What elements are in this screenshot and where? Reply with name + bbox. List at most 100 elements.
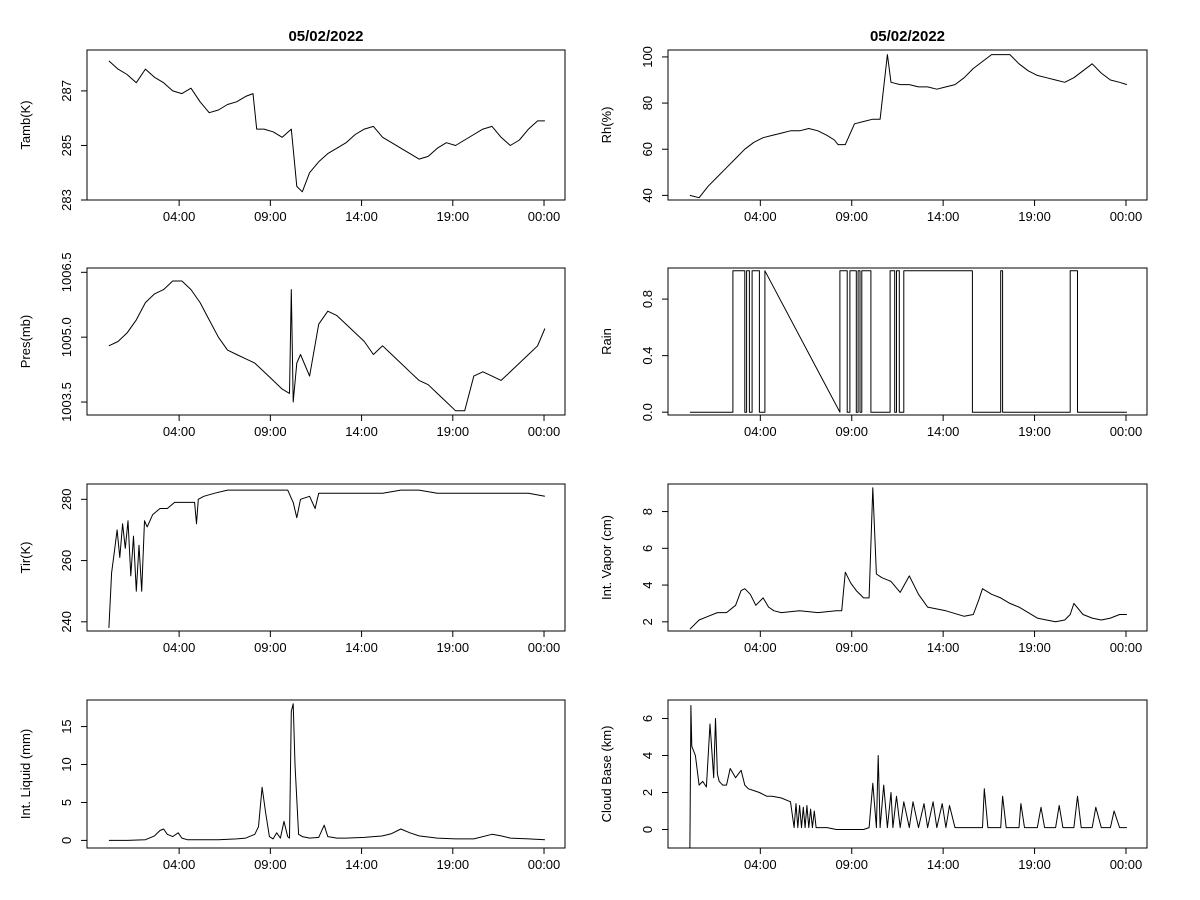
series-line — [689, 270, 1127, 413]
x-tick-label: 14:00 — [927, 424, 960, 439]
x-tick-label: 19:00 — [1018, 857, 1051, 872]
y-tick-label: 100 — [640, 46, 655, 68]
x-tick-label: 19:00 — [1018, 209, 1051, 224]
x-tick-label: 19:00 — [437, 857, 470, 872]
y-tick-label: 1005.0 — [59, 317, 74, 357]
x-tick-label: 09:00 — [835, 857, 868, 872]
y-tick-label: 15 — [59, 719, 74, 733]
x-tick-label: 14:00 — [927, 640, 960, 655]
y-tick-label: 6 — [640, 545, 655, 552]
plot-frame — [86, 699, 566, 849]
plot-frame — [667, 483, 1148, 632]
y-tick-label: 8 — [640, 508, 655, 515]
x-tick-label: 19:00 — [437, 209, 470, 224]
y-tick-label: 0.8 — [640, 290, 655, 308]
y-tick-label: 5 — [59, 799, 74, 806]
chart-panel-2: 05/02/2022 Rh(%) 04:00 09:00 14:00 19:00 00:00… — [599, 28, 1148, 224]
x-tick-label: 04:00 — [744, 640, 777, 655]
y-axis-label: Tamb(K) — [18, 100, 33, 149]
x-tick-label: 14:00 — [345, 640, 378, 655]
x-tick-label: 14:00 — [927, 209, 960, 224]
chart-panel-1: 05/02/2022 Tamb(K) 04:00 09:00 14:00 19:00 00:… — [18, 28, 566, 224]
y-tick-label: 1003.5 — [59, 382, 74, 422]
x-tick-label: 09:00 — [835, 424, 868, 439]
x-tick-label: 04:00 — [744, 424, 777, 439]
series-line — [689, 705, 1127, 849]
y-axis-label: Rh(%) — [599, 107, 614, 144]
x-tick-label: 00:00 — [528, 857, 561, 872]
x-tick-label: 00:00 — [1110, 857, 1143, 872]
y-tick-label: 0.0 — [640, 403, 655, 421]
y-tick-label: 283 — [59, 189, 74, 211]
x-tick-label: 04:00 — [744, 857, 777, 872]
x-tick-label: 09:00 — [835, 209, 868, 224]
chart-title: 05/02/2022 — [870, 28, 945, 45]
y-tick-label: 0 — [59, 837, 74, 844]
y-tick-label: 285 — [59, 135, 74, 157]
chart-panel-8: Cloud Base (km) 04:00 09:00 14:00 19:00 00:00… — [599, 699, 1148, 872]
series-line — [689, 54, 1128, 199]
x-tick-label: 04:00 — [163, 857, 196, 872]
x-tick-label: 04:00 — [744, 209, 777, 224]
x-tick-label: 00:00 — [1110, 424, 1143, 439]
x-tick-label: 19:00 — [1018, 640, 1051, 655]
y-tick-label: 2 — [640, 618, 655, 625]
x-tick-label: 19:00 — [437, 424, 470, 439]
y-axis-label: Rain — [599, 328, 614, 355]
x-tick-label: 14:00 — [345, 424, 378, 439]
y-tick-label: 260 — [59, 550, 74, 572]
y-tick-label: 2 — [640, 789, 655, 796]
series-line — [689, 487, 1127, 630]
plot-frame — [86, 267, 566, 416]
x-tick-label: 09:00 — [254, 857, 287, 872]
x-tick-label: 09:00 — [254, 209, 287, 224]
y-tick-label: 6 — [640, 715, 655, 722]
x-tick-label: 00:00 — [528, 424, 561, 439]
x-tick-label: 14:00 — [345, 857, 378, 872]
series-line — [108, 489, 545, 628]
plot-frame — [86, 483, 566, 632]
y-tick-label: 0.4 — [640, 347, 655, 365]
y-tick-label: 4 — [640, 581, 655, 588]
y-axis-label: Int. Vapor (cm) — [599, 515, 614, 600]
series-line — [108, 60, 545, 193]
y-tick-label: 280 — [59, 488, 74, 510]
chart-panel-4: Rain 04:00 09:00 14:00 19:00 00:00 0.0 0.4 0.8 — [599, 267, 1148, 439]
chart-panel-3: Pres(mb) 04:00 09:00 14:00 19:00 00:00 1003.5 1… — [18, 252, 566, 439]
series-line — [108, 703, 545, 841]
x-tick-label: 14:00 — [345, 209, 378, 224]
series-line — [108, 280, 546, 412]
plot-frame — [667, 49, 1148, 201]
y-axis-label: Cloud Base (km) — [599, 726, 614, 823]
x-tick-label: 19:00 — [437, 640, 470, 655]
y-axis-label: Pres(mb) — [18, 315, 33, 368]
x-tick-label: 14:00 — [927, 857, 960, 872]
x-tick-label: 00:00 — [528, 209, 561, 224]
chart-panel-7: Int. Liquid (mm) 04:00 09:00 14:00 19:00 00:0… — [18, 699, 566, 872]
x-tick-label: 04:00 — [163, 209, 196, 224]
chart-title: 05/02/2022 — [288, 28, 363, 45]
chart-panel-5: Tir(K) 04:00 09:00 14:00 19:00 00:00 240 260 280 — [18, 483, 566, 655]
y-tick-label: 240 — [59, 611, 74, 633]
x-tick-label: 04:00 — [163, 424, 196, 439]
x-tick-label: 00:00 — [528, 640, 561, 655]
x-tick-label: 00:00 — [1110, 640, 1143, 655]
x-tick-label: 19:00 — [1018, 424, 1051, 439]
y-tick-label: 40 — [640, 188, 655, 202]
y-tick-label: 60 — [640, 142, 655, 156]
y-tick-label: 287 — [59, 80, 74, 102]
y-tick-label: 10 — [59, 757, 74, 771]
y-tick-label: 4 — [640, 752, 655, 759]
plot-frame — [667, 699, 1148, 849]
x-tick-label: 09:00 — [254, 424, 287, 439]
y-axis-label: Tir(K) — [18, 541, 33, 573]
x-tick-label: 09:00 — [835, 640, 868, 655]
y-tick-label: 1006.5 — [59, 252, 74, 292]
y-axis-label: Int. Liquid (mm) — [18, 729, 33, 819]
y-tick-label: 80 — [640, 96, 655, 110]
plot-frame — [86, 49, 566, 201]
y-tick-label: 0 — [640, 826, 655, 833]
plot-frame — [667, 267, 1148, 416]
x-tick-label: 09:00 — [254, 640, 287, 655]
